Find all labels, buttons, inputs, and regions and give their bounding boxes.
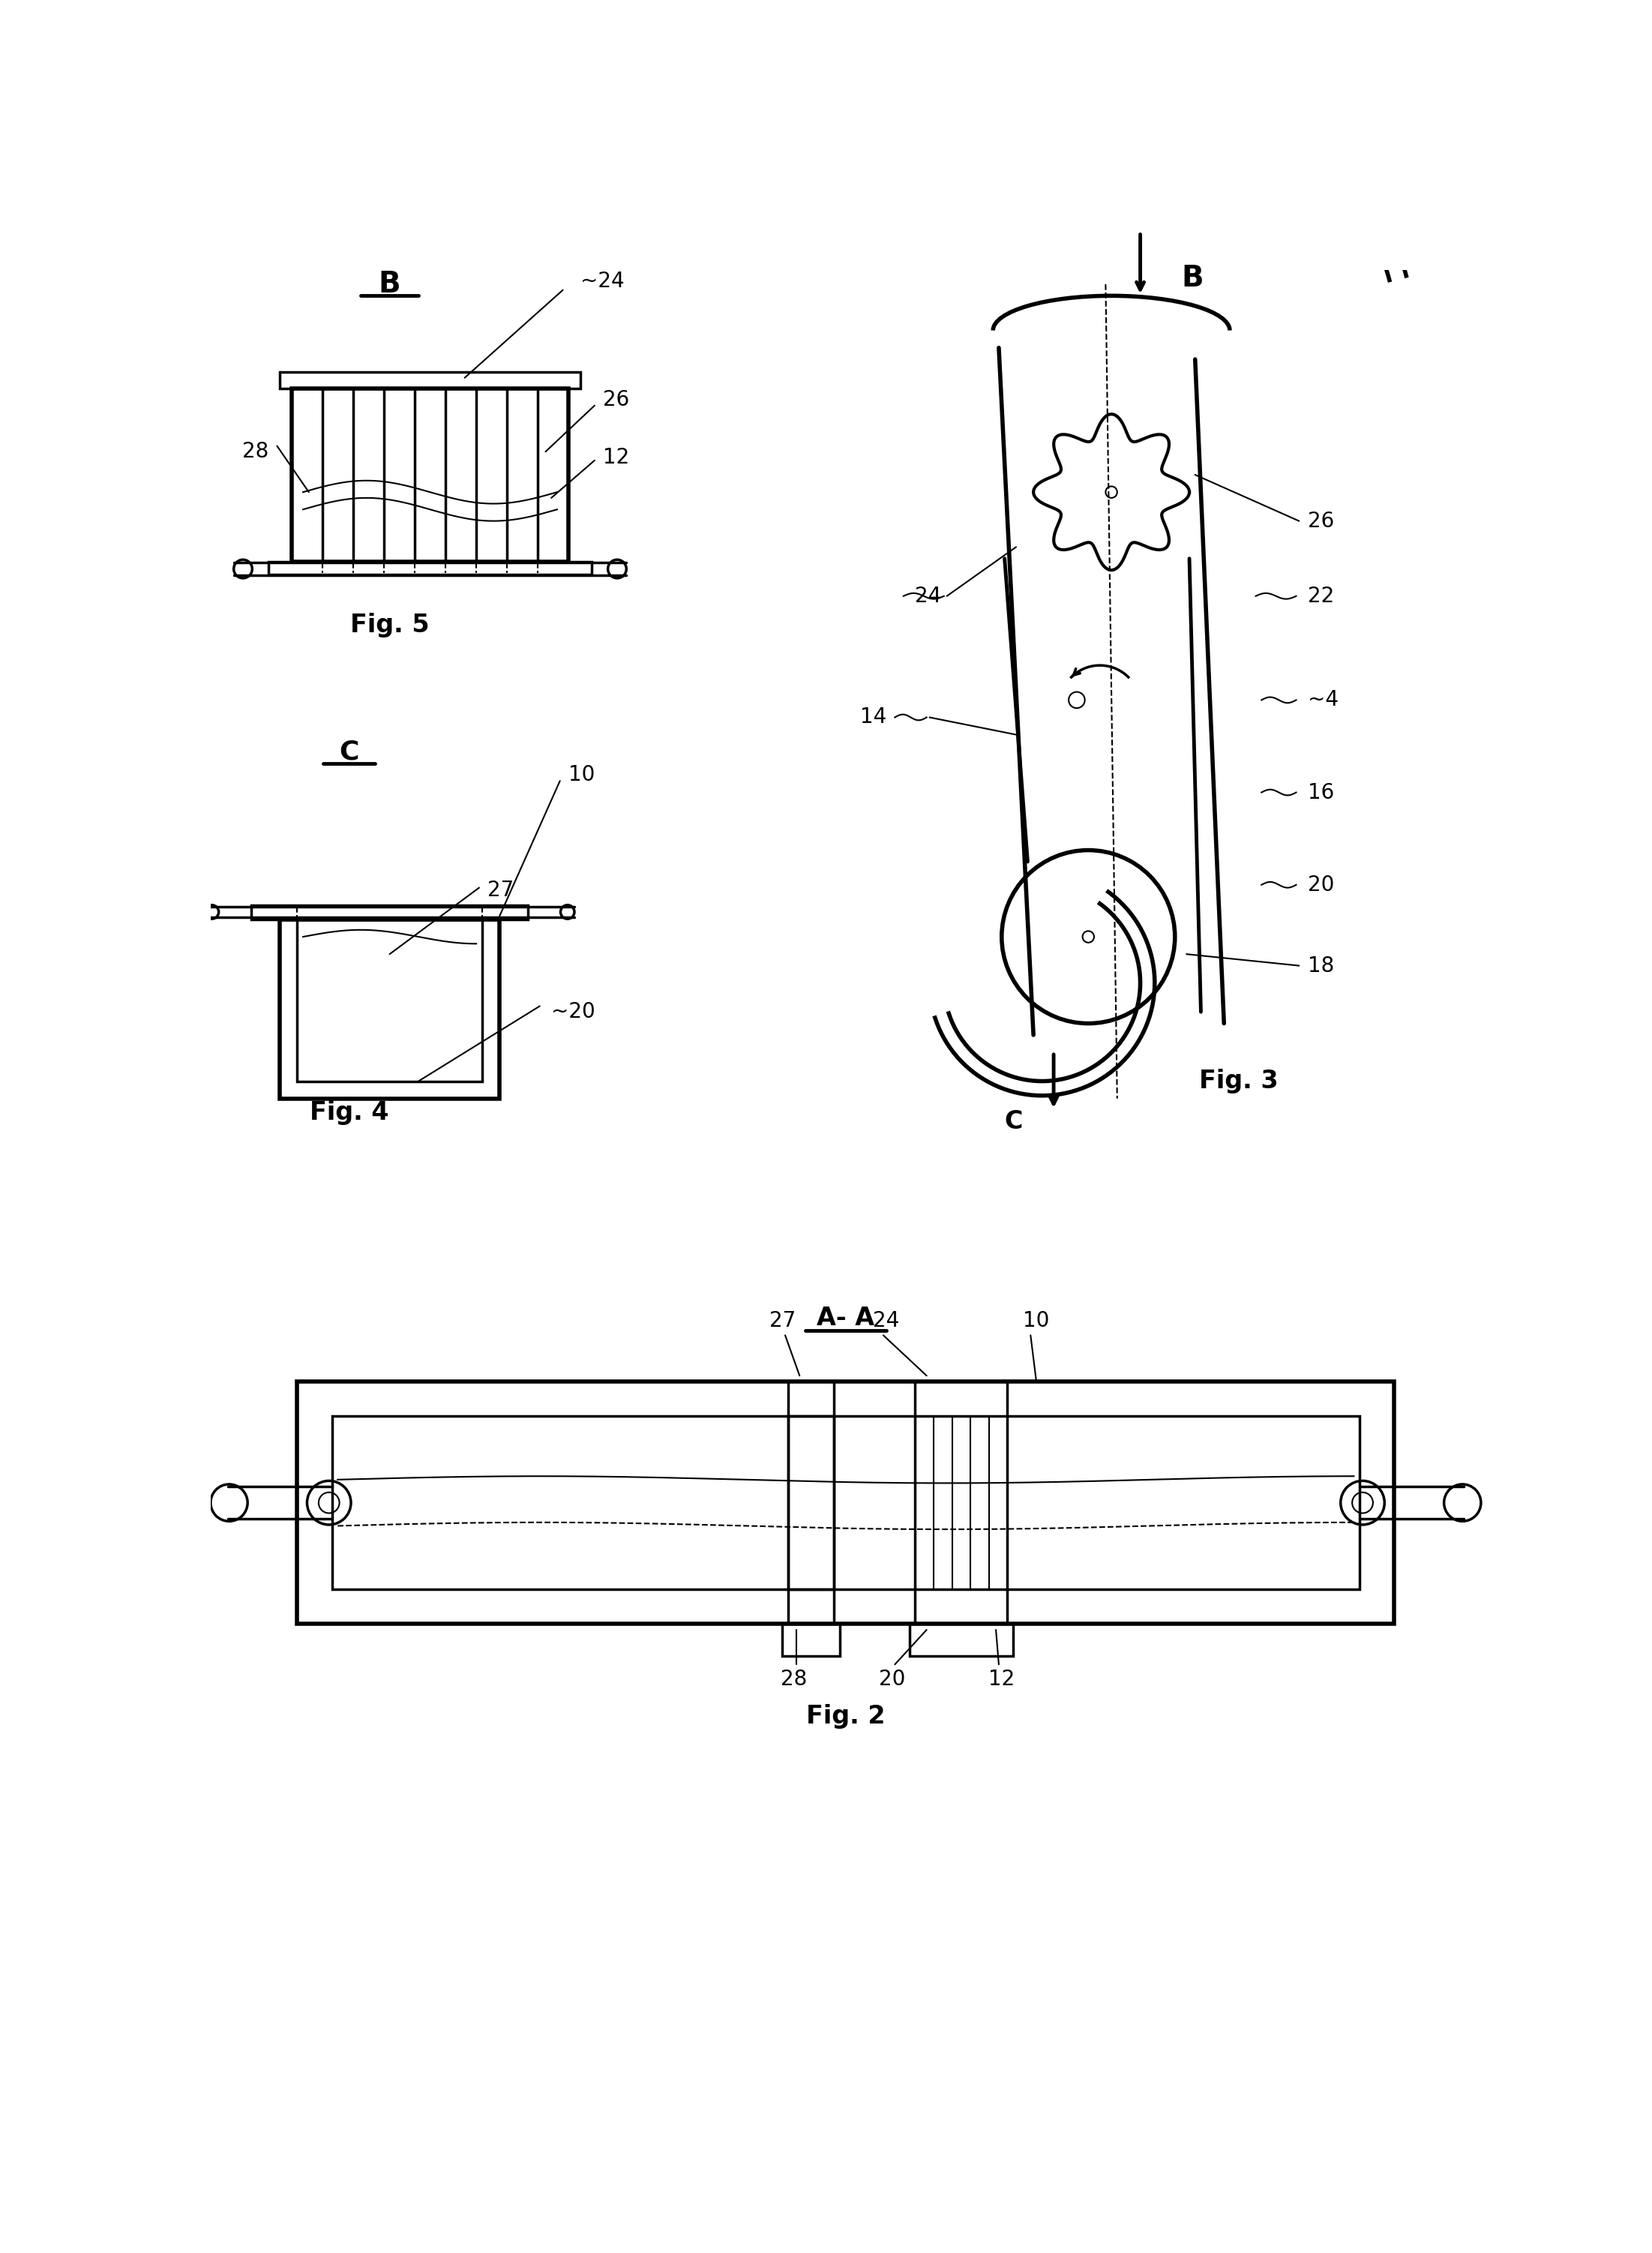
Text: 26: 26 bbox=[1308, 511, 1335, 532]
Bar bbox=[268, 561, 591, 575]
Text: ~20: ~20 bbox=[552, 1000, 595, 1023]
Text: Fig. 4: Fig. 4 bbox=[309, 1099, 388, 1124]
Bar bbox=[291, 388, 568, 561]
Text: 22: 22 bbox=[1308, 586, 1335, 606]
Bar bbox=[909, 1624, 1013, 1656]
Bar bbox=[788, 1417, 834, 1588]
Text: ~4: ~4 bbox=[1308, 689, 1338, 710]
Text: ~24: ~24 bbox=[580, 270, 624, 293]
Text: 20: 20 bbox=[1308, 874, 1335, 894]
Text: 12: 12 bbox=[988, 1669, 1014, 1690]
Text: 18: 18 bbox=[1308, 955, 1335, 976]
Text: Fig. 5: Fig. 5 bbox=[350, 613, 430, 638]
Text: 27: 27 bbox=[770, 1311, 796, 1332]
Text: Fig. 3: Fig. 3 bbox=[1199, 1068, 1279, 1093]
Bar bbox=[279, 372, 580, 388]
Text: 16: 16 bbox=[1308, 782, 1335, 802]
Text: 14: 14 bbox=[859, 707, 885, 728]
Bar bbox=[297, 919, 482, 1081]
Text: Fig. 2: Fig. 2 bbox=[806, 1703, 885, 1728]
Text: 28: 28 bbox=[241, 442, 268, 462]
Bar bbox=[297, 1381, 1394, 1624]
Text: C: C bbox=[1004, 1108, 1023, 1133]
Text: B: B bbox=[1181, 264, 1203, 293]
Bar bbox=[783, 1624, 839, 1656]
Bar bbox=[279, 919, 499, 1099]
Bar bbox=[332, 1417, 1360, 1588]
Text: B: B bbox=[378, 270, 401, 297]
Text: 24: 24 bbox=[915, 586, 942, 606]
Text: C: C bbox=[339, 739, 358, 764]
Text: 26: 26 bbox=[603, 390, 629, 410]
Text: 20: 20 bbox=[879, 1669, 905, 1690]
Text: 28: 28 bbox=[781, 1669, 808, 1690]
Text: 27: 27 bbox=[487, 881, 514, 901]
Text: 10: 10 bbox=[1023, 1311, 1049, 1332]
Text: 24: 24 bbox=[872, 1311, 899, 1332]
Bar bbox=[251, 906, 529, 919]
Text: 10: 10 bbox=[568, 764, 595, 786]
Text: A- A: A- A bbox=[816, 1304, 874, 1329]
Text: 12: 12 bbox=[603, 446, 629, 469]
